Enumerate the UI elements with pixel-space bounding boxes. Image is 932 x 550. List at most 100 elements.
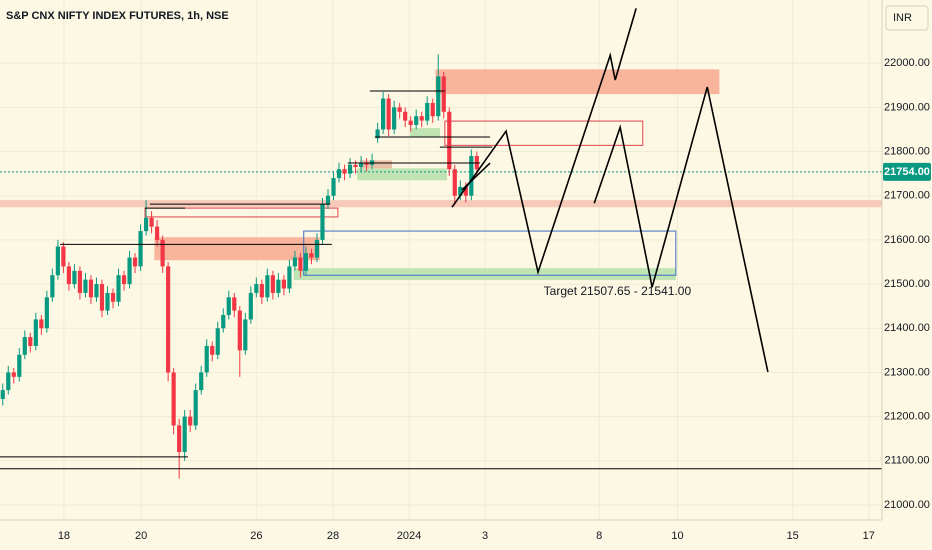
candle-body (155, 226, 160, 240)
candle-body (243, 319, 248, 351)
y-tick-label: 21100.00 (884, 455, 929, 467)
zone (444, 120, 644, 146)
candle-body (314, 239, 320, 258)
zone (435, 69, 720, 95)
candle-body (281, 279, 286, 289)
plot-area: Target 21507.65 - 21541.00 (0, 0, 882, 520)
candle-body (325, 195, 331, 205)
candle-body (132, 257, 138, 267)
candle-body (463, 186, 468, 196)
x-tick-label: 15 (787, 530, 799, 542)
y-tick-label: 22000.00 (884, 57, 930, 69)
candle-body (215, 328, 220, 355)
zone (359, 160, 392, 169)
candle-body (50, 275, 55, 298)
candle-body (99, 284, 105, 311)
drawing-line (461, 162, 491, 191)
last-price-label: 21754.00 (884, 166, 930, 178)
candle-body (204, 345, 209, 373)
currency-label[interactable]: INR (893, 12, 912, 24)
zone (144, 207, 339, 218)
candle-body (188, 416, 193, 426)
candle-body (193, 390, 198, 426)
candle-body (77, 270, 83, 293)
candle-body (408, 120, 413, 126)
candle-body (331, 178, 336, 196)
drawing-line (593, 86, 769, 373)
y-tick-label: 21300.00 (884, 366, 930, 378)
x-tick-label: 10 (671, 530, 683, 542)
candle-body (265, 275, 270, 298)
candle-body (83, 279, 88, 293)
zone (410, 128, 440, 137)
candle-body (287, 266, 292, 289)
x-tick-label: 3 (482, 530, 488, 542)
candle-body (160, 239, 165, 267)
candle-body (127, 257, 132, 285)
candle-body (11, 372, 16, 377)
candle-body (177, 425, 182, 452)
y-tick-label: 21000.00 (884, 499, 930, 511)
candle-body (33, 319, 38, 346)
y-tick-label: 21500.00 (884, 278, 930, 290)
candle-body (259, 284, 264, 298)
candle-body (436, 76, 441, 117)
zone (0, 200, 882, 208)
y-tick-label: 21800.00 (884, 145, 930, 157)
candle-body (94, 284, 99, 298)
zone (293, 268, 676, 281)
candle-body (392, 107, 397, 130)
x-tick-label: 17 (863, 530, 875, 542)
candle-body (386, 98, 391, 130)
candle-body (166, 266, 171, 373)
candle-body (458, 186, 463, 196)
zone (303, 230, 677, 276)
x-tick-label: 8 (596, 530, 602, 542)
y-tick-label: 21200.00 (884, 411, 930, 423)
candle-body (364, 162, 369, 165)
zone (357, 168, 448, 181)
x-tick-label: 20 (135, 530, 147, 542)
candle-body (232, 297, 237, 311)
candle-body (248, 292, 253, 320)
candle-body (397, 107, 402, 112)
candle-body (298, 257, 303, 271)
candle-body (276, 279, 281, 293)
candle-body (121, 275, 127, 285)
candle-body (72, 270, 77, 285)
x-tick-label: 26 (250, 530, 262, 542)
candle-body (303, 253, 309, 271)
drawing-line (451, 8, 637, 276)
candle-body (320, 204, 325, 240)
candle-body (353, 164, 358, 168)
candle-body (270, 275, 275, 293)
candle-body (226, 297, 231, 316)
candle-body (199, 372, 204, 391)
x-tick-label: 18 (58, 530, 70, 542)
y-tick-label: 21600.00 (884, 234, 930, 246)
candle-body (66, 266, 72, 285)
candle-body (414, 116, 419, 126)
candle-body (336, 169, 342, 179)
candle-body (6, 372, 11, 391)
candle-body (469, 155, 474, 196)
candle-body (447, 111, 452, 170)
last-price-box (883, 162, 931, 181)
candle-body (110, 292, 116, 302)
candle-body (143, 217, 149, 232)
candle-body (347, 164, 353, 174)
candle-body (182, 416, 187, 452)
candle-body (138, 231, 143, 267)
candle-body (0, 390, 5, 399)
candle-body (116, 275, 121, 302)
x-tick-label: 28 (327, 530, 339, 542)
candle-body (309, 253, 314, 258)
chart-title: S&P CNX NIFTY INDEX FUTURES, 1h, NSE (6, 10, 229, 22)
currency-box[interactable] (885, 5, 929, 31)
candle-body (430, 102, 435, 117)
candle-body (292, 257, 298, 267)
candle-body (375, 129, 380, 139)
candle-body (22, 337, 27, 355)
y-tick-label: 21400.00 (884, 322, 930, 334)
